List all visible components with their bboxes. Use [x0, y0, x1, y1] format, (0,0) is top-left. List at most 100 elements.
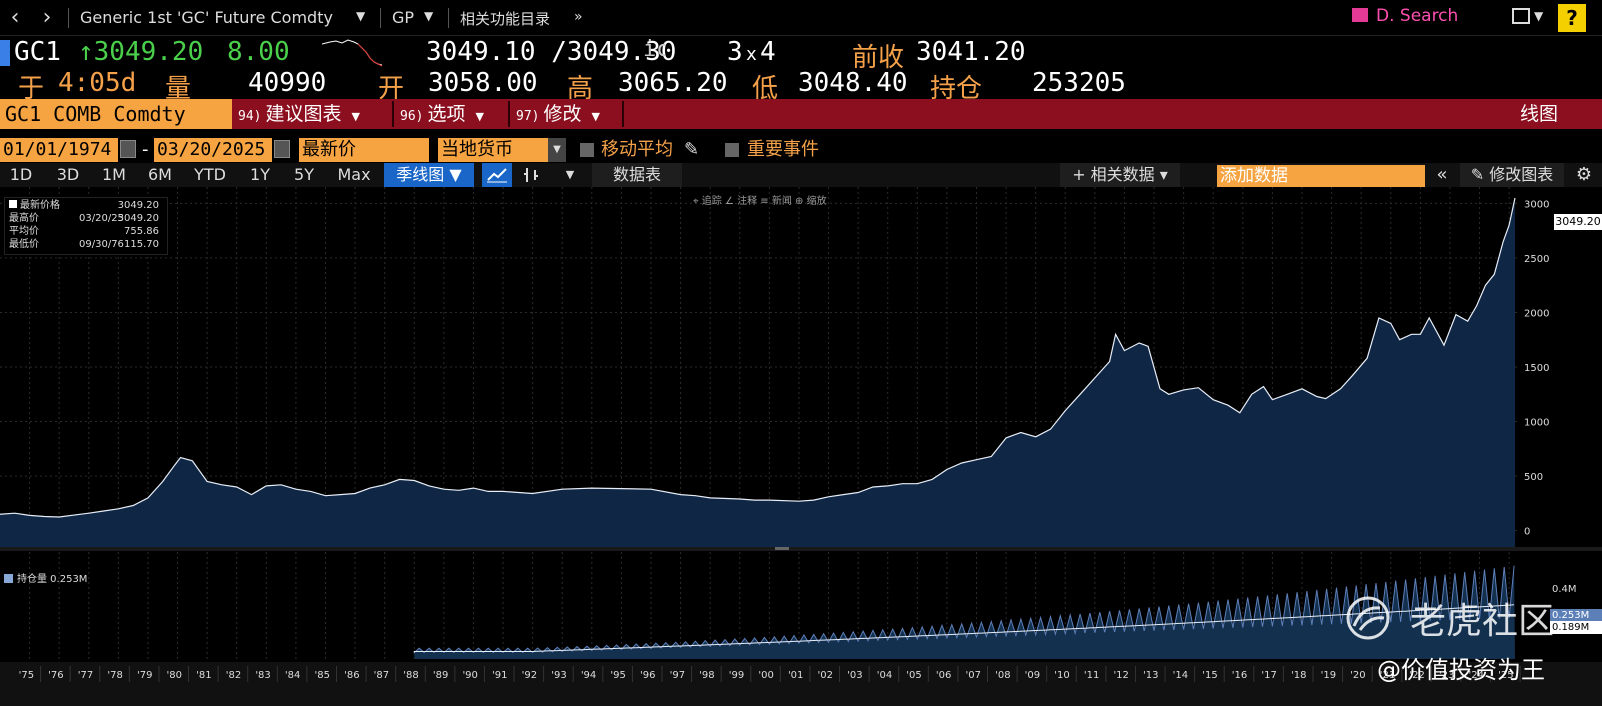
- price-field-select[interactable]: 最新价: [299, 138, 429, 162]
- x-tick-label: '22: [1409, 670, 1424, 681]
- panel-resize-handle: [775, 547, 789, 550]
- chevron-down-icon[interactable]: ▼: [424, 9, 434, 23]
- command-bar-divider: [392, 101, 394, 127]
- x-tick-label: '91: [492, 670, 507, 681]
- nav-divider: [448, 8, 449, 28]
- seasonality-button[interactable]: 季线图 ▼: [384, 163, 474, 187]
- nav-divider: [68, 8, 69, 28]
- legend-low: 最低价 09/30/76 115.70: [9, 239, 163, 251]
- x-tick-label: '98: [699, 670, 714, 681]
- chevron-left-icon[interactable]: ‹: [10, 5, 20, 30]
- related-data-button[interactable]: + 相关数据 ▾: [1060, 163, 1180, 187]
- screen-share-icon[interactable]: [1512, 8, 1530, 24]
- moving-average-checkbox[interactable]: [580, 143, 594, 157]
- intraday-sparkline: [322, 39, 383, 67]
- d-search-icon: [1352, 8, 1368, 22]
- bid-ask: 3049.10 /3049.30: [426, 37, 677, 67]
- chevron-down-icon[interactable]: ▼: [1534, 9, 1544, 23]
- period-max[interactable]: Max: [337, 165, 371, 184]
- edit-chart-label: 修改图表: [1489, 165, 1554, 184]
- period-1y[interactable]: 1Y: [250, 165, 270, 184]
- legend-high-date: 03/20/25: [79, 213, 124, 224]
- period-1d[interactable]: 1D: [9, 165, 33, 184]
- security-field[interactable]: GC1 COMB Comdty: [0, 99, 232, 129]
- edit-button[interactable]: 97) 修改 ▼: [510, 99, 600, 129]
- pencil-icon[interactable]: ✎: [684, 139, 700, 160]
- x-tick-label: '00: [758, 670, 773, 681]
- options-button[interactable]: 96) 选项 ▼: [394, 99, 484, 129]
- bar-chart-icon[interactable]: [516, 163, 546, 187]
- calendar-icon[interactable]: [120, 140, 136, 158]
- y-tick-label: 1500: [1524, 363, 1549, 374]
- period-3d[interactable]: 3D: [56, 165, 80, 184]
- y-tick-label: 2500: [1524, 254, 1549, 265]
- add-data-input[interactable]: 添加数据: [1217, 165, 1425, 187]
- x-tick-label: '20: [1350, 670, 1365, 681]
- ticker-marker: [0, 40, 10, 66]
- calendar-icon[interactable]: [274, 140, 290, 158]
- legend-low-label: 最低价: [9, 239, 39, 250]
- legend-low-date: 09/30/76: [79, 239, 124, 250]
- period-ytd[interactable]: YTD: [194, 165, 226, 184]
- date-range-dash: -: [142, 139, 149, 160]
- related-functions-menu[interactable]: 相关功能目录: [460, 10, 551, 28]
- x-tick-label: '88: [403, 670, 418, 681]
- x-tick-label: '05: [906, 670, 921, 681]
- currency-select[interactable]: 当地货币: [438, 138, 548, 162]
- bid-size: 3: [727, 37, 743, 67]
- price-chart[interactable]: 0 500 1000 1500 2000 2500 3000 '75 '76 '77 '78 '79 '…: [0, 187, 1602, 706]
- watermark: 老虎社区: [1410, 601, 1555, 642]
- x-tick-label: '19: [1321, 670, 1336, 681]
- options-label: 选项: [427, 103, 466, 125]
- open-interest-legend: 持仓量 0.253M: [4, 570, 87, 585]
- legend-avg: 平均价 755.86: [9, 226, 163, 238]
- security-selector[interactable]: Generic 1st 'GC' Future Comdty: [80, 8, 333, 27]
- gear-icon[interactable]: ⚙: [1575, 164, 1593, 185]
- period-6m[interactable]: 6M: [148, 165, 172, 184]
- double-chevron-down-icon[interactable]: »: [574, 9, 583, 25]
- oi-axis-tick: 0.4M: [1552, 584, 1577, 595]
- legend-high-value: 3049.20: [117, 213, 159, 224]
- suggested-charts-button[interactable]: 94) 建议图表 ▼: [232, 99, 360, 129]
- period-1m[interactable]: 1M: [102, 165, 126, 184]
- period-5y[interactable]: 5Y: [294, 165, 314, 184]
- x-tick-label: '09: [1025, 670, 1040, 681]
- x-tick-label: '02: [818, 670, 833, 681]
- last-price: ↑3049.20: [78, 37, 204, 67]
- prev-close: 3041.20: [916, 37, 1026, 67]
- edit-chart-button[interactable]: ✎ 修改图表: [1460, 163, 1564, 187]
- prev-close-label: 前收: [852, 43, 905, 73]
- chevron-down-icon[interactable]: ▼: [548, 138, 566, 162]
- price-change: 8.00: [227, 37, 290, 67]
- chart-tools[interactable]: ⌖ 追踪 ∠ 注释 ≡ 新闻 ⊕ 缩放: [693, 196, 827, 207]
- chart-type-label[interactable]: 线图: [1520, 103, 1559, 125]
- data-table-button[interactable]: 数据表: [592, 163, 682, 187]
- chevron-down-icon[interactable]: ▼: [565, 168, 575, 181]
- x-tick-label: '03: [847, 670, 862, 681]
- x-tick-label: '06: [936, 670, 951, 681]
- chevron-down-icon: ▼: [351, 110, 360, 123]
- x-tick-label: '93: [551, 670, 566, 681]
- open-price: 3058.00: [428, 68, 538, 98]
- d-search-label: D. Search: [1376, 6, 1459, 26]
- top-navbar: ‹ › Generic 1st 'GC' Future Comdty ▼ GP …: [0, 0, 1602, 36]
- chevron-down-icon[interactable]: ▼: [356, 9, 366, 23]
- command-bar-divider: [622, 101, 624, 127]
- x-tick-label: '14: [1173, 670, 1188, 681]
- x-tick-label: '97: [670, 670, 685, 681]
- d-search-button[interactable]: D. Search: [1352, 6, 1458, 26]
- x-tick-label: '15: [1202, 670, 1217, 681]
- line-chart-icon[interactable]: [482, 163, 512, 187]
- collapse-icon[interactable]: «: [1436, 164, 1448, 185]
- gp-selector[interactable]: GP: [392, 8, 415, 27]
- chevron-right-icon[interactable]: ›: [42, 5, 52, 30]
- end-date-input[interactable]: 03/20/2025: [154, 138, 272, 162]
- chart-area[interactable]: 0 500 1000 1500 2000 2500 3000 '75 '76 '77 '78 '79 '…: [0, 187, 1602, 706]
- open-interest: 253205: [1032, 68, 1126, 98]
- legend-last: 最新价格 3049.20: [9, 200, 163, 212]
- help-button[interactable]: ?: [1558, 4, 1586, 32]
- events-checkbox[interactable]: [725, 143, 739, 157]
- start-date-input[interactable]: 01/01/1974: [0, 138, 118, 162]
- x-tick-label: '08: [995, 670, 1010, 681]
- y-tick-label: 2000: [1524, 308, 1549, 319]
